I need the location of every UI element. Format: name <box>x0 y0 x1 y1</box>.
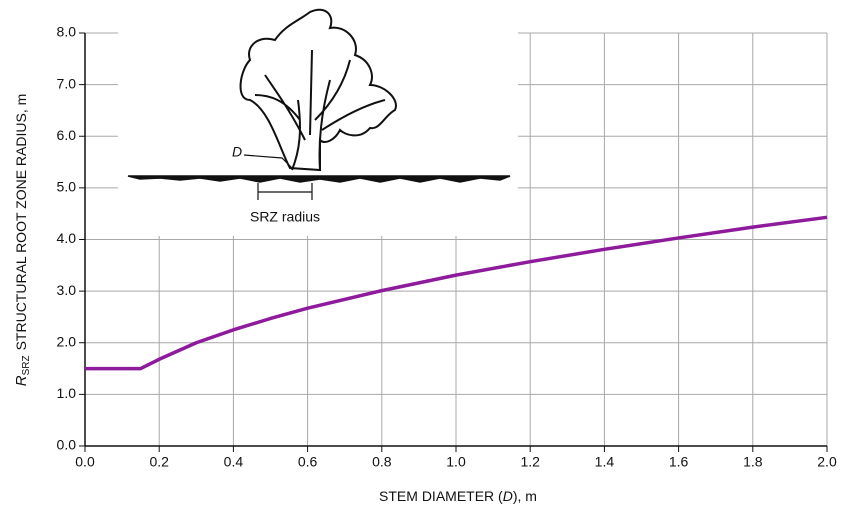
x-axis-label: STEM DIAMETER (D), m <box>379 488 537 504</box>
y-tick-label: 2.0 <box>57 333 77 349</box>
y-axis-label: RSRZ STRUCTURAL ROOT ZONE RADIUS, m <box>13 94 32 387</box>
y-tick-label: 5.0 <box>57 179 77 195</box>
y-tick-label: 1.0 <box>57 385 77 401</box>
y-tick-label: 8.0 <box>57 24 77 40</box>
y-label-subscript: SRZ <box>21 355 32 375</box>
plot: 0.0 0.2 0.4 0.6 0.8 1.0 1.2 1.4 1.6 1.8 2.0 0.0 1.0 2… <box>57 24 837 470</box>
y-tick-label: 3.0 <box>57 282 77 298</box>
y-tick-label: 4.0 <box>57 230 77 246</box>
data-line <box>85 215 828 371</box>
x-label-after: ), m <box>513 488 537 504</box>
ground <box>127 175 511 183</box>
x-label-before: STEM DIAMETER ( <box>379 488 503 504</box>
x-tick-label: 1.4 <box>595 454 615 470</box>
x-tick-label: 0.2 <box>149 454 169 470</box>
stem-pointer <box>243 154 293 169</box>
x-tick-label: 1.6 <box>669 454 689 470</box>
radius-bracket <box>257 183 313 200</box>
x-tick-label: 0.4 <box>224 454 244 470</box>
crown <box>239 8 397 172</box>
y-label-symbol: R <box>13 375 30 386</box>
y-label-text: STRUCTURAL ROOT ZONE RADIUS, m <box>13 94 29 351</box>
stem-label: D <box>232 144 242 160</box>
x-tick-label: 0.8 <box>372 454 392 470</box>
y-tick-label: 6.0 <box>57 127 77 143</box>
x-tick-label: 0.6 <box>298 454 318 470</box>
x-tick-label: 1.8 <box>743 454 763 470</box>
branches <box>254 49 386 171</box>
radius-label: SRZ radius <box>250 209 320 225</box>
x-label-symbol: D <box>503 488 513 504</box>
y-tick-label: 0.0 <box>57 437 77 453</box>
tree-illustration: D SRZ radius <box>118 4 518 236</box>
y-tick-label: 7.0 <box>57 75 77 91</box>
x-tick-label: 0.0 <box>75 454 95 470</box>
x-tick-label: 2.0 <box>817 454 837 470</box>
x-tick-label: 1.0 <box>446 454 466 470</box>
x-tick-label: 1.2 <box>520 454 540 470</box>
